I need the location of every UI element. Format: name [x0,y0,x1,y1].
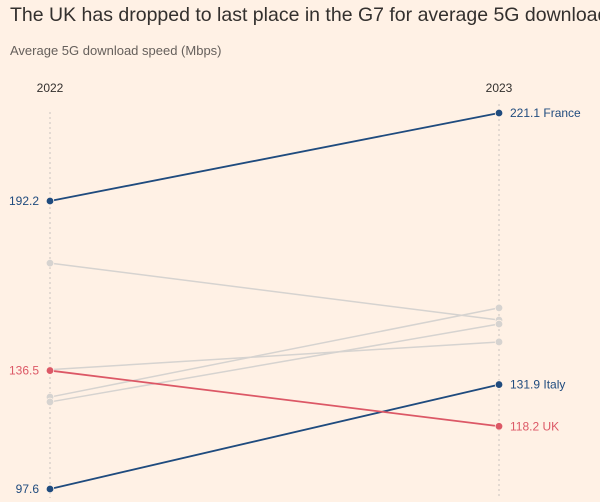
point-2022-other-a [45,258,55,268]
point-2023-other-d [494,337,504,347]
x-tick-label: 2023 [486,81,513,95]
series-line-italy [49,383,500,490]
point-2023-other-b [494,303,504,313]
series-line-other-a [49,262,500,321]
data-label-2022-france: 192.2 [9,194,39,208]
data-label-2023-uk: 118.2 UK [510,419,559,433]
point-2022-uk [45,366,55,375]
x-tick-label: 2022 [37,81,64,95]
point-2022-italy [45,484,55,494]
series-line-france [49,112,500,202]
series-line-other-d [49,341,500,371]
chart-subtitle: Average 5G download speed (Mbps) [10,43,222,58]
point-2023-italy [494,380,504,389]
data-label-2023-france: 221.1 France [510,106,581,120]
point-2023-other-c [494,319,504,329]
series-line-other-b [49,307,500,398]
chart-title: The UK has dropped to last place in the … [10,4,600,26]
series-line-other-c [49,323,500,403]
point-2023-france [494,108,504,118]
series-line-uk [49,369,500,428]
data-label-2023-italy: 131.9 Italy [510,378,565,392]
data-label-2022-uk: 136.5 [9,364,39,378]
point-2022-other-c [45,397,55,407]
point-2022-france [45,196,55,206]
point-2023-uk [494,422,504,431]
data-label-2022-italy: 97.6 [16,482,40,496]
